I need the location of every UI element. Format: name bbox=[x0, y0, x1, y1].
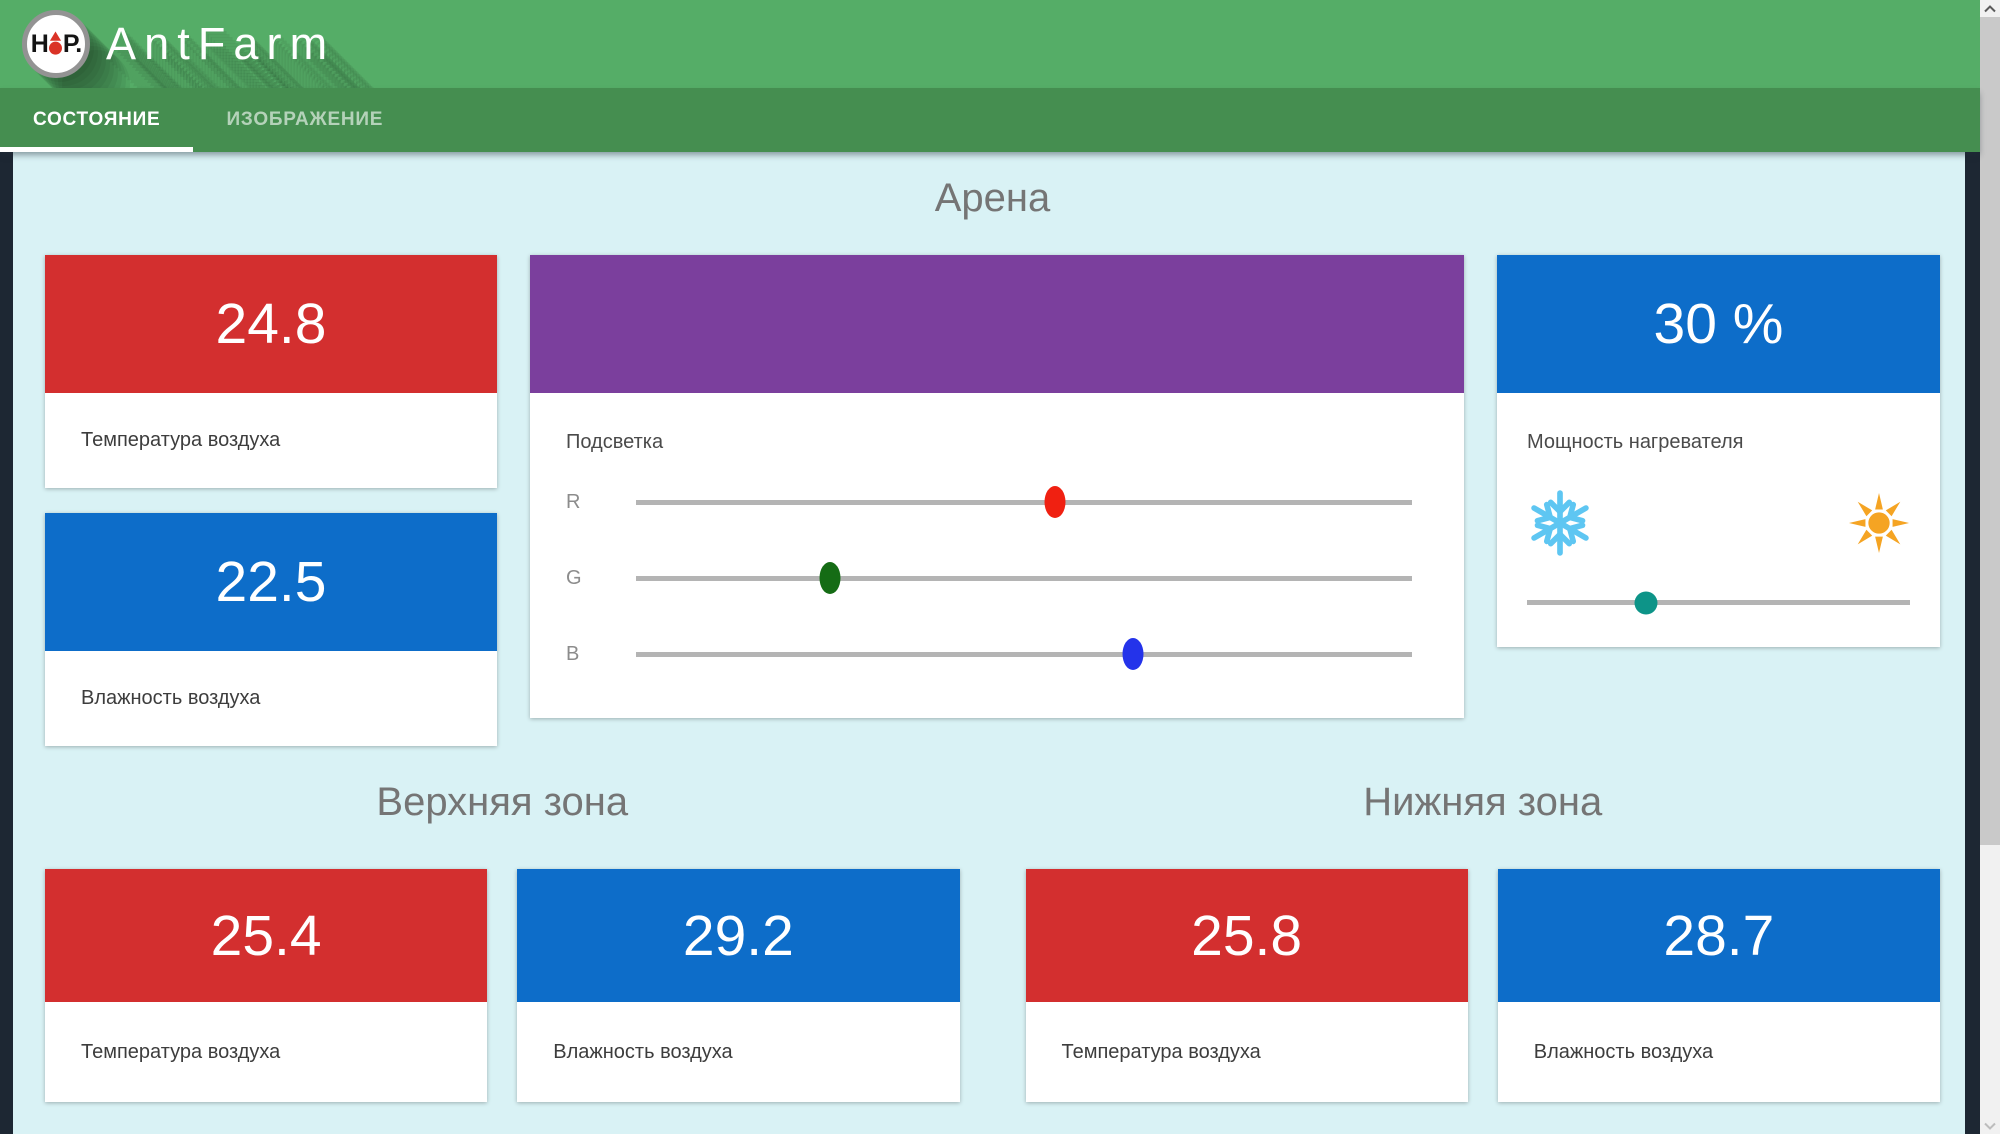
red-slider-track[interactable] bbox=[636, 486, 1412, 518]
app-title: AntFarm bbox=[106, 18, 336, 69]
upper-zone-humidity-label: Влажность воздуха bbox=[553, 1040, 733, 1063]
red-drop-icon bbox=[48, 31, 62, 55]
app-logo: H P. bbox=[22, 10, 90, 78]
lower-zone-humidity-value: 28.7 bbox=[1497, 869, 1940, 1002]
heater-slider-track[interactable] bbox=[1527, 591, 1910, 614]
scroll-up-button[interactable] bbox=[1980, 0, 2000, 17]
lower-zone-humidity-label: Влажность воздуха bbox=[1533, 1040, 1714, 1063]
lower-zone-cards: 25.8 Температура воздуха 28.7 Влажность … bbox=[1025, 869, 1940, 1102]
sun-icon bbox=[1848, 492, 1910, 554]
dashboard-canvas: Арена 24.8 Температура воздуха 22.5 Влаж… bbox=[13, 152, 1965, 1134]
lower-zone-section: Нижняя зона 25.8 Температура воздуха 28.… bbox=[1025, 780, 1940, 1102]
arena-humidity-label: Влажность воздуха bbox=[81, 687, 261, 709]
scroll-down-button[interactable] bbox=[1980, 1117, 2000, 1134]
heater-card-body: Мощность нагревателя bbox=[1497, 393, 1940, 647]
upper-zone-cards: 25.4 Температура воздуха 29.2 Влажность … bbox=[45, 869, 960, 1102]
heater-icons-row bbox=[1527, 490, 1910, 556]
app-header: H P. AntFarm bbox=[0, 0, 1980, 88]
lower-zone-title: Нижняя зона bbox=[1363, 780, 1603, 824]
scrollbar-thumb[interactable] bbox=[1980, 17, 2000, 845]
tab-image[interactable]: ИЗОБРАЖЕНИЕ bbox=[193, 88, 416, 152]
green-slider-track[interactable] bbox=[636, 562, 1412, 594]
upper-zone-temperature-value: 25.4 bbox=[45, 869, 488, 1002]
backlight-label: Подсветка bbox=[566, 431, 664, 453]
upper-zone-temperature-label: Температура воздуха bbox=[81, 1040, 281, 1063]
vertical-scrollbar[interactable] bbox=[1980, 0, 2000, 1134]
snowflake-icon bbox=[1531, 490, 1589, 556]
active-tab-indicator bbox=[0, 147, 194, 152]
arena-temperature-card: 24.8 Температура воздуха bbox=[45, 255, 497, 488]
lower-zone-humidity-card: 28.7 Влажность воздуха bbox=[1497, 869, 1940, 1102]
backlight-card-body: Подсветка R G bbox=[530, 393, 1464, 718]
lower-zone-temperature-label: Температура воздуха bbox=[1061, 1040, 1261, 1063]
zones-grid: Верхняя зона 25.4 Температура воздуха 29… bbox=[45, 780, 1940, 1102]
chevron-down-icon bbox=[1984, 1122, 1996, 1130]
backlight-card: Подсветка R G bbox=[530, 255, 1464, 718]
heater-slider-handle[interactable] bbox=[1634, 591, 1658, 614]
tab-status-label: СОСТОЯНИЕ bbox=[33, 109, 161, 130]
heater-label: Мощность нагревателя bbox=[1527, 431, 1744, 453]
blue-slider-row: B bbox=[566, 636, 1412, 672]
arena-humidity-card: 22.5 Влажность воздуха bbox=[45, 513, 497, 746]
upper-zone-humidity-card: 29.2 Влажность воздуха bbox=[517, 869, 960, 1102]
upper-zone-temperature-card: 25.4 Температура воздуха bbox=[45, 869, 488, 1102]
backlight-color-preview bbox=[530, 255, 1464, 393]
upper-zone-title: Верхняя зона bbox=[376, 780, 629, 824]
lower-zone-temperature-card: 25.8 Температура воздуха bbox=[1025, 869, 1468, 1102]
tab-image-label: ИЗОБРАЖЕНИЕ bbox=[226, 109, 384, 130]
tab-status[interactable]: СОСТОЯНИЕ bbox=[0, 88, 194, 152]
upper-zone-section: Верхняя зона 25.4 Температура воздуха 29… bbox=[45, 780, 960, 1102]
red-slider-handle[interactable] bbox=[1044, 486, 1066, 518]
green-slider-handle[interactable] bbox=[819, 562, 841, 594]
green-channel-label: G bbox=[566, 566, 582, 589]
blue-channel-label: B bbox=[566, 642, 580, 665]
arena-temperature-value: 24.8 bbox=[45, 255, 497, 393]
lower-zone-temperature-value: 25.8 bbox=[1025, 869, 1468, 1002]
red-slider-row: R bbox=[566, 484, 1412, 520]
heater-power-value: 30 % bbox=[1497, 255, 1940, 393]
arena-left-column: 24.8 Температура воздуха 22.5 Влажность … bbox=[45, 255, 497, 746]
green-slider-row: G bbox=[566, 560, 1412, 596]
arena-temperature-label: Температура воздуха bbox=[81, 429, 281, 451]
tab-bar: СОСТОЯНИЕ ИЗОБРАЖЕНИЕ bbox=[0, 88, 1980, 152]
upper-zone-humidity-value: 29.2 bbox=[517, 869, 960, 1002]
arena-grid: 24.8 Температура воздуха 22.5 Влажность … bbox=[45, 255, 1940, 746]
arena-section-title: Арена bbox=[934, 176, 1051, 220]
red-channel-label: R bbox=[566, 490, 581, 513]
rgb-sliders: R G bbox=[566, 484, 1412, 718]
logo-letter-h: H bbox=[30, 29, 49, 58]
logo-letter-p: P. bbox=[62, 29, 82, 58]
arena-humidity-value: 22.5 bbox=[45, 513, 497, 651]
heater-card: 30 % Мощность нагревателя bbox=[1497, 255, 1940, 647]
blue-slider-handle[interactable] bbox=[1122, 638, 1144, 670]
blue-slider-track[interactable] bbox=[636, 638, 1412, 670]
chevron-up-icon bbox=[1984, 4, 1996, 12]
content-area: Арена 24.8 Температура воздуха 22.5 Влаж… bbox=[0, 152, 1980, 1134]
